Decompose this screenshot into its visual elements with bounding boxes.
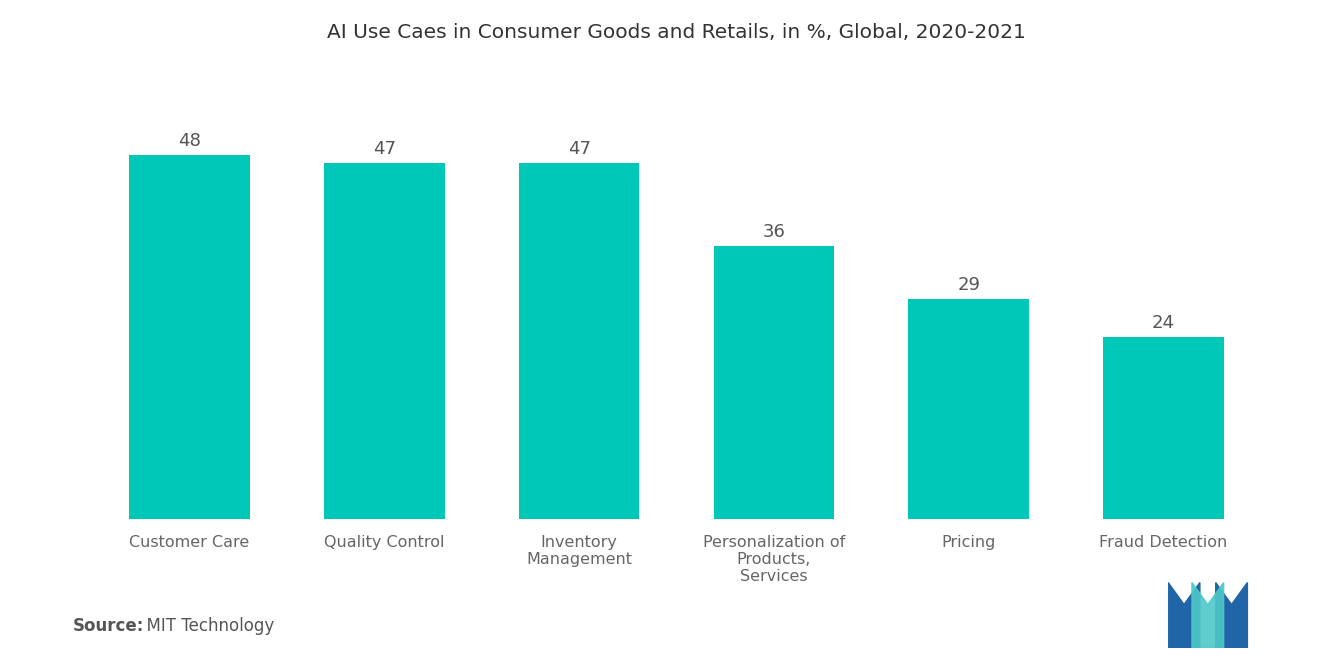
Title: AI Use Caes in Consumer Goods and Retails, in %, Global, 2020-2021: AI Use Caes in Consumer Goods and Retail…: [327, 23, 1026, 42]
Bar: [519, 163, 639, 519]
Polygon shape: [1192, 583, 1224, 648]
Text: MIT Technology: MIT Technology: [136, 617, 275, 635]
Text: 47: 47: [372, 140, 396, 158]
Bar: [129, 156, 249, 519]
Bar: [908, 299, 1030, 519]
Text: Source:: Source:: [73, 617, 144, 635]
Bar: [1104, 337, 1224, 519]
Text: 47: 47: [568, 140, 590, 158]
Text: 48: 48: [178, 132, 201, 150]
Text: 24: 24: [1152, 314, 1175, 332]
Bar: [323, 163, 445, 519]
Bar: [714, 246, 834, 519]
Polygon shape: [1216, 583, 1247, 648]
Polygon shape: [1168, 583, 1200, 648]
Text: 29: 29: [957, 276, 981, 294]
Text: 36: 36: [763, 223, 785, 241]
